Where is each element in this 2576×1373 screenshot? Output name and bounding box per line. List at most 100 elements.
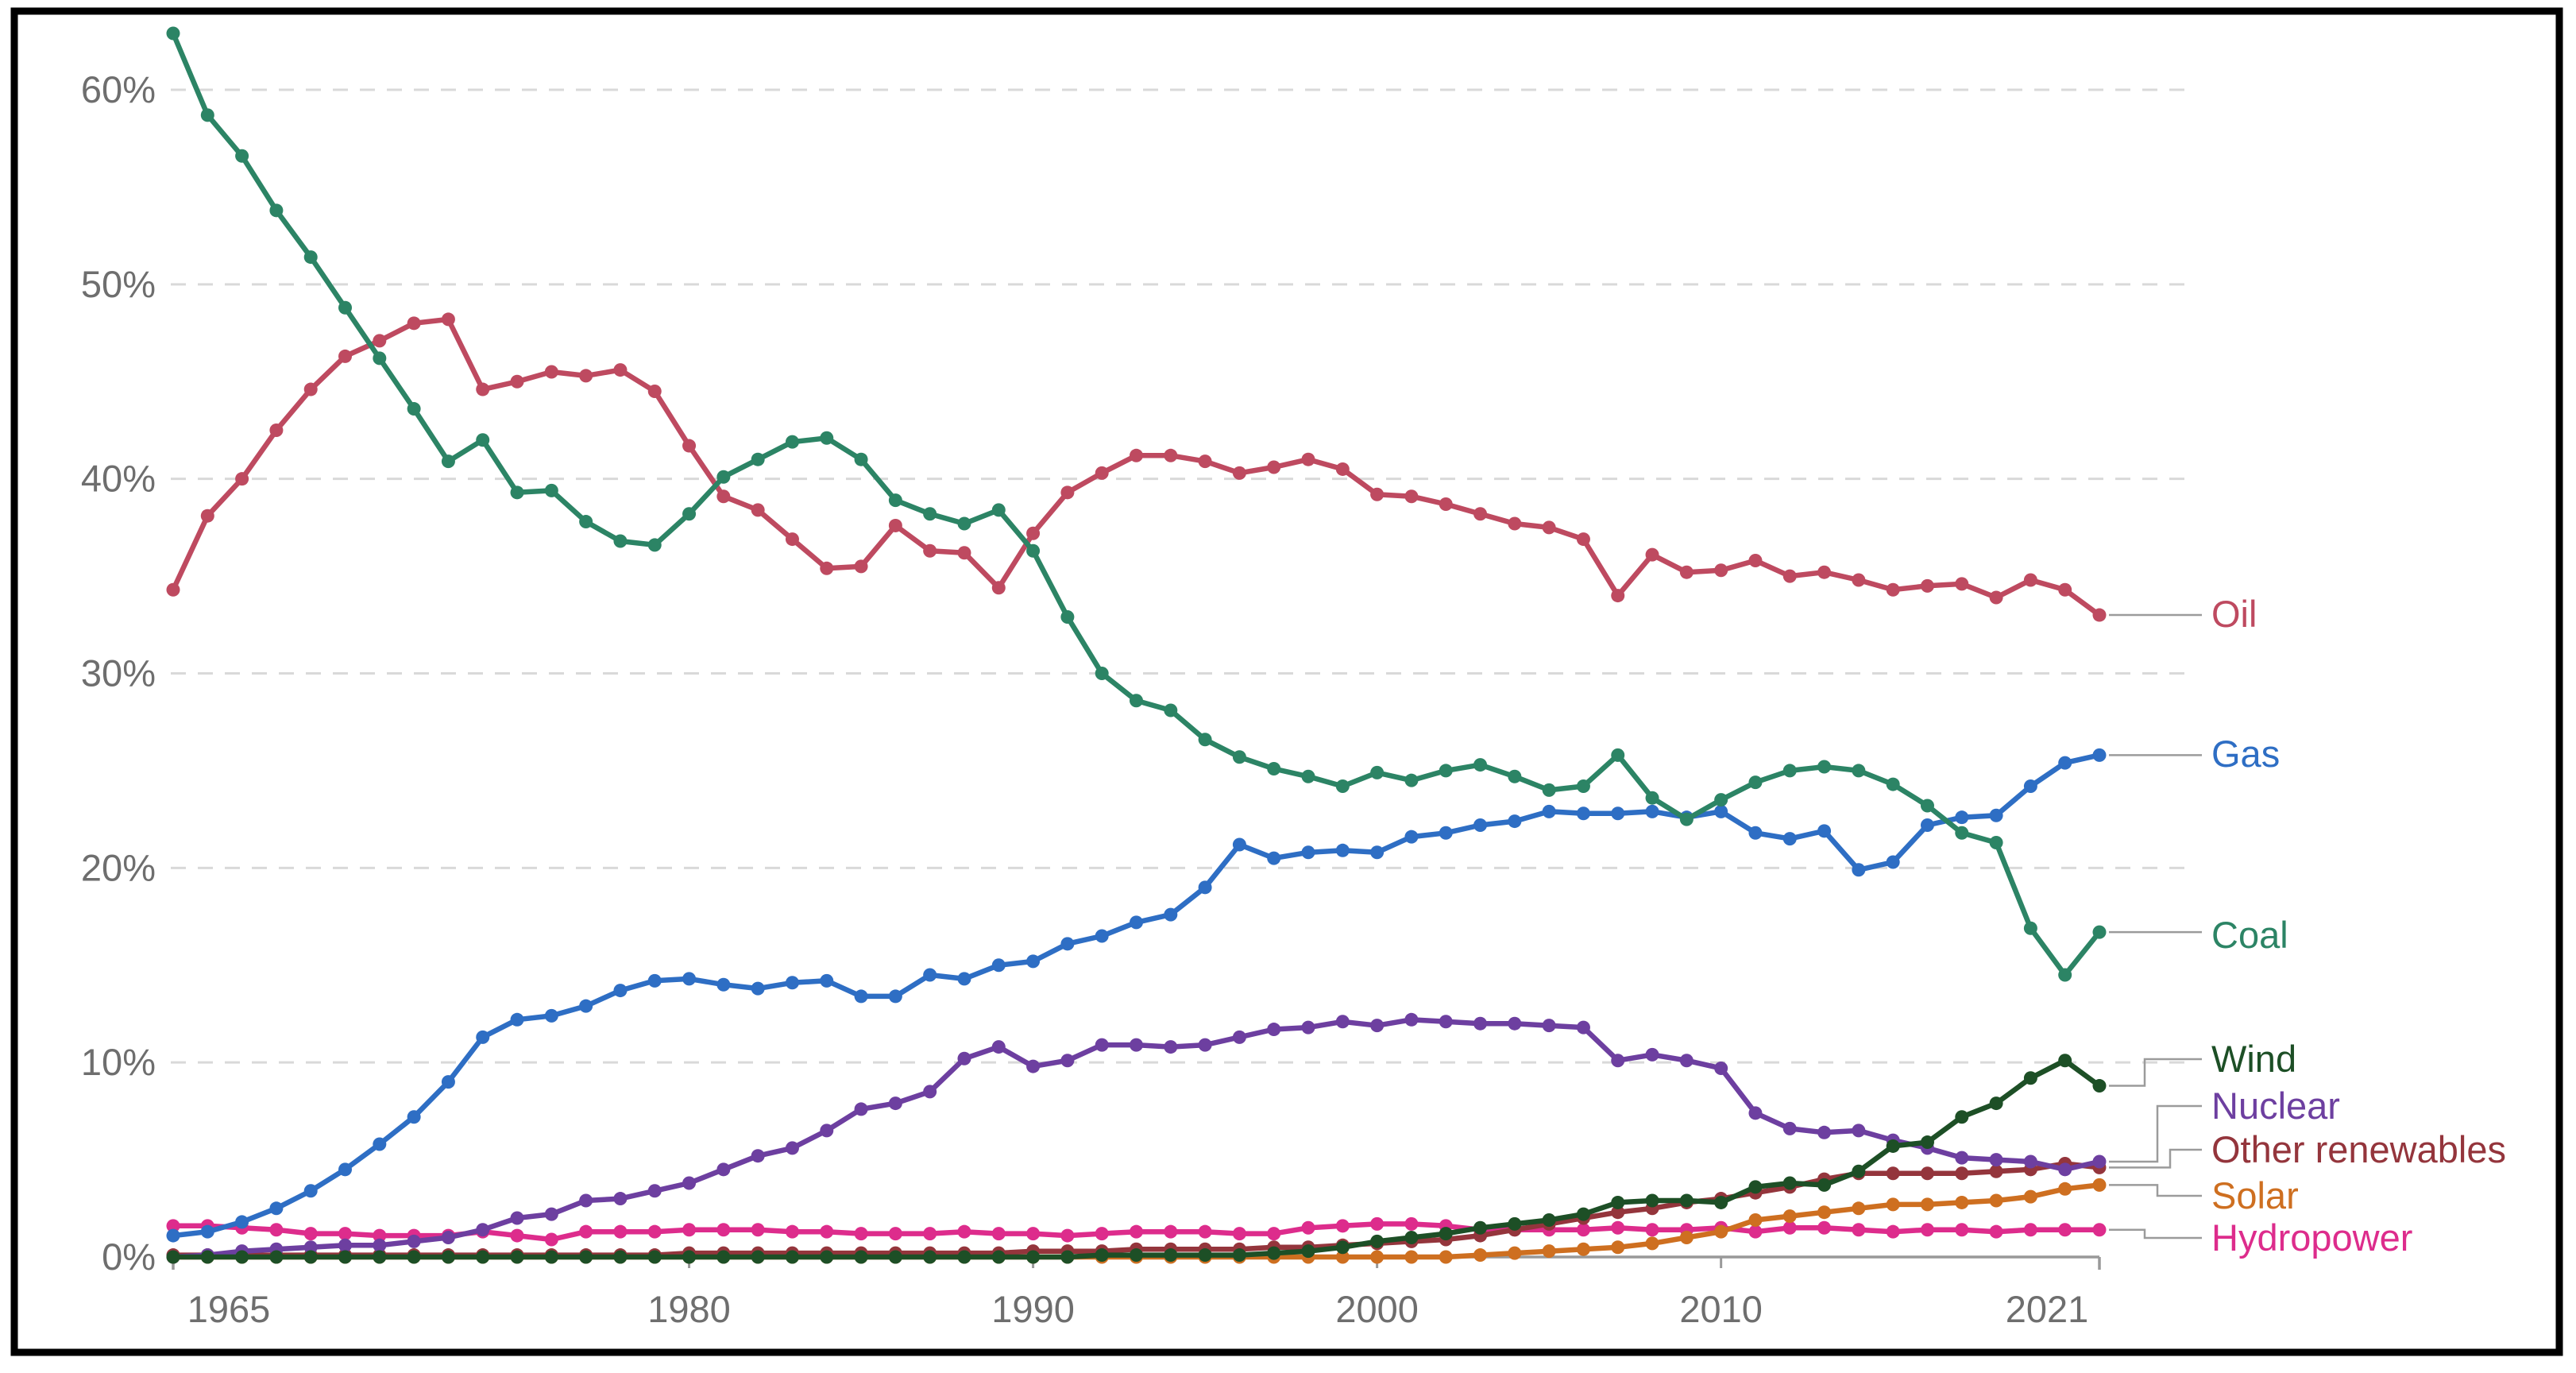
series-point-nuclear[interactable] (1576, 1020, 1590, 1035)
series-point-nuclear[interactable] (1267, 1023, 1281, 1037)
series-point-coal[interactable] (1817, 760, 1832, 774)
series-point-oil[interactable] (476, 382, 490, 396)
series-point-nuclear[interactable] (1060, 1054, 1075, 1068)
series-point-coal[interactable] (1508, 769, 1522, 783)
series-point-gas[interactable] (476, 1030, 490, 1044)
series-point-wind[interactable] (1164, 1248, 1178, 1263)
series-point-hydropower[interactable] (1267, 1227, 1281, 1241)
series-point-oil[interactable] (2023, 573, 2037, 587)
series-label-wind[interactable]: Wind (2211, 1038, 2296, 1080)
series-point-coal[interactable] (613, 534, 628, 548)
series-point-oil[interactable] (1542, 520, 1556, 535)
series-point-other-renewables[interactable] (1989, 1164, 2003, 1178)
series-point-nuclear[interactable] (820, 1124, 834, 1138)
series-point-gas[interactable] (991, 958, 1006, 973)
series-point-coal[interactable] (1645, 791, 1659, 805)
series-point-solar[interactable] (2058, 1182, 2072, 1196)
series-point-nuclear[interactable] (1130, 1038, 1143, 1052)
series-point-gas[interactable] (1198, 880, 1212, 895)
series-point-coal[interactable] (1301, 769, 1315, 783)
series-point-oil[interactable] (854, 559, 868, 574)
series-point-oil[interactable] (1404, 489, 1419, 504)
series-point-wind[interactable] (1782, 1176, 1797, 1190)
series-point-gas[interactable] (682, 972, 697, 986)
series-point-oil[interactable] (888, 518, 902, 532)
series-point-nuclear[interactable] (613, 1192, 628, 1206)
series-point-gas[interactable] (407, 1110, 421, 1124)
series-point-oil[interactable] (303, 382, 318, 396)
series-point-solar[interactable] (1748, 1212, 1763, 1227)
series-point-gas[interactable] (338, 1162, 353, 1177)
series-point-oil[interactable] (338, 349, 353, 363)
series-point-nuclear[interactable] (1782, 1121, 1797, 1135)
series-point-coal[interactable] (991, 503, 1006, 517)
series-point-oil[interactable] (1748, 554, 1763, 568)
series-point-oil[interactable] (2092, 608, 2107, 622)
series-point-coal[interactable] (854, 452, 868, 466)
series-point-oil[interactable] (1714, 563, 1728, 578)
series-point-coal[interactable] (1095, 667, 1109, 681)
series-point-nuclear[interactable] (1611, 1054, 1625, 1068)
series-point-hydropower[interactable] (1611, 1220, 1625, 1235)
series-point-coal[interactable] (647, 538, 662, 552)
series-line-oil[interactable] (170, 316, 2103, 618)
series-point-coal[interactable] (1404, 773, 1419, 787)
series-point-wind[interactable] (579, 1250, 593, 1264)
series-point-hydropower[interactable] (1370, 1216, 1385, 1231)
series-point-oil[interactable] (269, 423, 284, 437)
series-point-hydropower[interactable] (1232, 1227, 1246, 1241)
series-point-gas[interactable] (2058, 756, 2072, 770)
series-point-wind[interactable] (888, 1250, 902, 1264)
series-point-hydropower[interactable] (269, 1223, 284, 1237)
series-point-hydropower[interactable] (2092, 1223, 2107, 1237)
series-point-coal[interactable] (1886, 777, 1900, 791)
series-point-hydropower[interactable] (991, 1227, 1006, 1241)
series-point-coal[interactable] (1473, 758, 1488, 772)
series-point-coal[interactable] (1611, 748, 1625, 762)
series-point-nuclear[interactable] (751, 1149, 765, 1163)
series-point-solar[interactable] (1955, 1195, 1969, 1209)
series-point-nuclear[interactable] (1508, 1016, 1522, 1031)
series-point-hydropower[interactable] (1645, 1223, 1659, 1237)
series-point-solar[interactable] (1782, 1209, 1797, 1224)
series-point-wind[interactable] (200, 1250, 214, 1264)
series-point-oil[interactable] (1473, 507, 1488, 521)
series-point-oil[interactable] (1060, 485, 1075, 500)
series-point-oil[interactable] (1335, 462, 1350, 476)
series-point-other-renewables[interactable] (1611, 1205, 1625, 1220)
series-point-wind[interactable] (1439, 1227, 1453, 1241)
series-point-wind[interactable] (854, 1250, 868, 1264)
series-point-gas[interactable] (1782, 832, 1797, 846)
series-point-wind[interactable] (785, 1250, 799, 1264)
series-point-hydropower[interactable] (1576, 1223, 1590, 1237)
series-point-oil[interactable] (1164, 448, 1178, 462)
series-point-coal[interactable] (785, 435, 799, 449)
series-point-oil[interactable] (716, 489, 731, 504)
series-point-gas[interactable] (1095, 929, 1109, 943)
series-point-gas[interactable] (1955, 810, 1969, 825)
series-point-nuclear[interactable] (1473, 1016, 1488, 1031)
series-point-coal[interactable] (820, 431, 834, 445)
series-point-coal[interactable] (1989, 836, 2003, 850)
series-point-solar[interactable] (1473, 1248, 1488, 1263)
series-point-wind[interactable] (1130, 1248, 1143, 1263)
series-point-oil[interactable] (1267, 460, 1281, 474)
series-point-oil[interactable] (1611, 589, 1625, 603)
series-point-oil[interactable] (820, 561, 834, 575)
series-point-oil[interactable] (579, 369, 593, 383)
series-point-coal[interactable] (579, 515, 593, 529)
series-point-oil[interactable] (1508, 516, 1522, 531)
series-point-hydropower[interactable] (957, 1224, 971, 1239)
series-point-gas[interactable] (1267, 851, 1281, 865)
series-point-nuclear[interactable] (1645, 1047, 1659, 1062)
series-point-wind[interactable] (957, 1250, 971, 1264)
series-point-coal[interactable] (407, 402, 421, 416)
series-point-nuclear[interactable] (1335, 1015, 1350, 1029)
series-point-hydropower[interactable] (854, 1227, 868, 1241)
series-point-oil[interactable] (1989, 590, 2003, 605)
series-point-coal[interactable] (2092, 925, 2107, 939)
series-point-coal[interactable] (1955, 826, 1969, 840)
series-point-wind[interactable] (613, 1250, 628, 1264)
series-point-other-renewables[interactable] (1955, 1166, 1969, 1181)
series-point-hydropower[interactable] (2058, 1223, 2072, 1237)
